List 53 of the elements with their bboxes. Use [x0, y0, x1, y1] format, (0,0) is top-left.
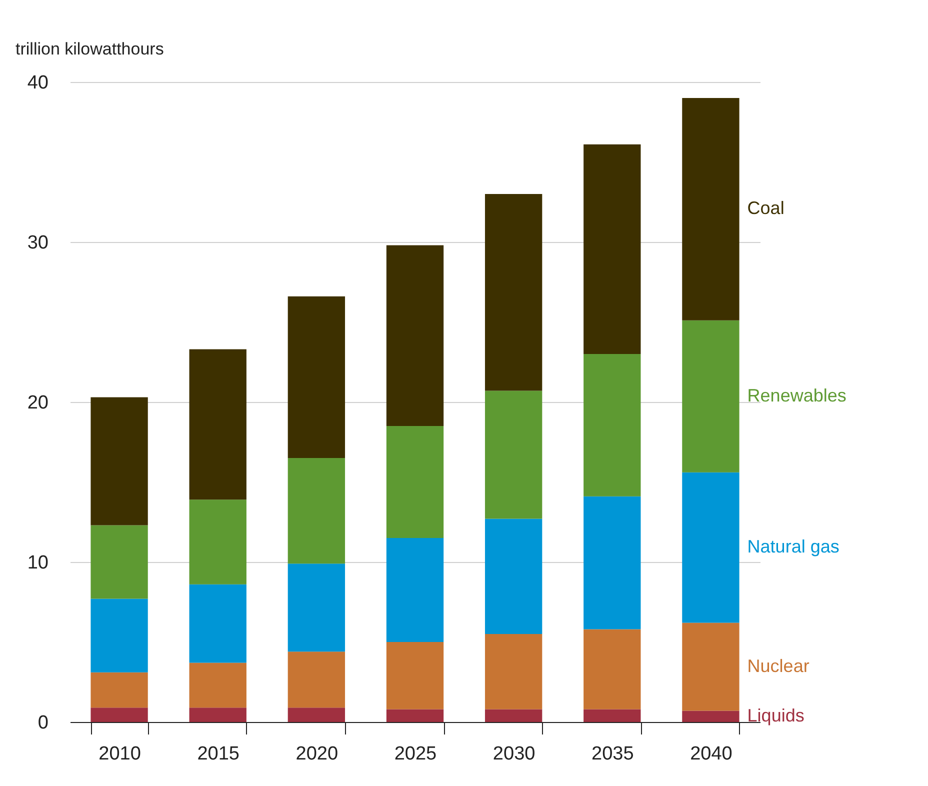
- x-tick-label: 2030: [492, 744, 536, 764]
- bar: [682, 320, 740, 472]
- bar: [584, 629, 641, 710]
- y-tick-label: 10: [27, 552, 48, 574]
- bar: [90, 708, 148, 722]
- x-tick-label: 2040: [690, 744, 732, 764]
- x-tick-label: 2010: [98, 744, 141, 764]
- bar: [288, 652, 346, 708]
- bar: [584, 144, 641, 354]
- bar: [90, 397, 148, 526]
- bar: [484, 390, 542, 519]
- bar: [484, 634, 542, 710]
- bar: [682, 622, 740, 711]
- bar: [386, 426, 444, 538]
- bar: [484, 194, 542, 391]
- series-label: Renewables: [747, 385, 846, 406]
- y-tick-label: 0: [38, 712, 48, 734]
- bar: [288, 458, 346, 564]
- bar: [386, 709, 444, 722]
- y-tick-label: 40: [27, 72, 48, 94]
- bar: [484, 709, 542, 722]
- bar: [386, 642, 444, 710]
- bar: [90, 598, 148, 672]
- x-tick-label: 2025: [394, 744, 437, 764]
- x-tick-label: 2035: [592, 744, 634, 764]
- bar: [189, 708, 246, 722]
- bar: [189, 349, 246, 500]
- series-label: Natural gas: [747, 536, 840, 557]
- bar: [189, 662, 246, 708]
- bar: [288, 564, 346, 652]
- bar: [189, 584, 246, 663]
- bar: [682, 472, 740, 623]
- bar: [484, 518, 542, 634]
- series-label: Coal: [747, 198, 784, 218]
- bar: [386, 245, 444, 426]
- bar: [682, 98, 740, 320]
- bar: [584, 354, 641, 496]
- x-tick-label: 2020: [296, 744, 338, 764]
- series-label: Liquids: [747, 705, 804, 726]
- bar: [584, 709, 641, 722]
- bar: [90, 525, 148, 599]
- y-tick-label: 30: [27, 232, 48, 254]
- bar: [288, 296, 346, 458]
- bar: [584, 496, 641, 630]
- bar: [682, 710, 740, 722]
- bar: [288, 708, 346, 722]
- y-tick-label: 20: [27, 392, 48, 414]
- bar: [189, 500, 246, 584]
- bar: [386, 538, 444, 642]
- x-tick-label: 2015: [197, 744, 240, 764]
- bar: [90, 672, 148, 708]
- series-label: Nuclear: [747, 656, 810, 676]
- y-axis-title: trillion kilowatthours: [16, 40, 164, 58]
